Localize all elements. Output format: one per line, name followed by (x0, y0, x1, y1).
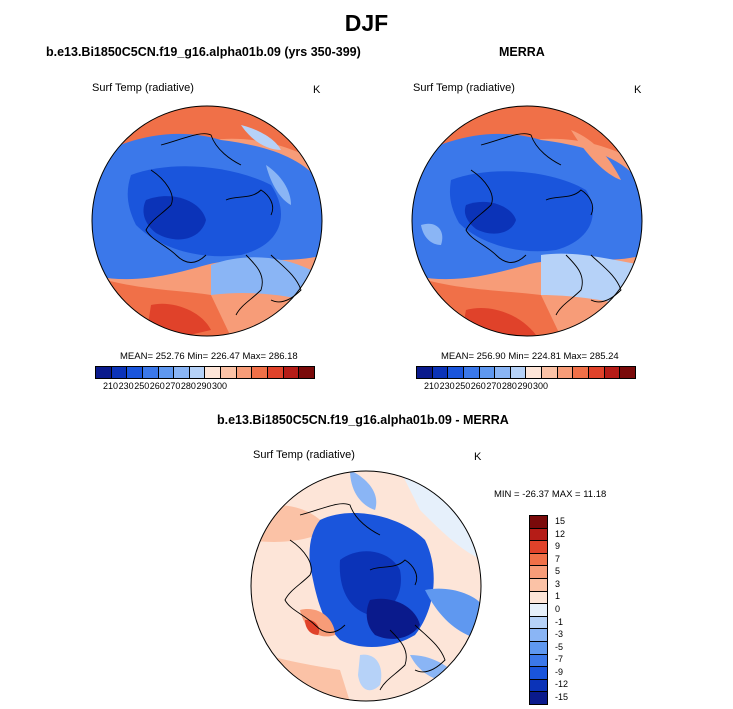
diff-colorbar (529, 515, 548, 705)
model-variable-label: Surf Temp (radiative) (92, 82, 194, 94)
colorbar-swatch (530, 553, 547, 567)
colorbar-swatch (463, 367, 480, 378)
colorbar-swatch (252, 367, 269, 378)
colorbar-swatch (142, 367, 159, 378)
colorbar-swatch (530, 629, 547, 642)
colorbar-swatch (268, 367, 284, 378)
colorbar-tick-label: 230 (118, 381, 134, 391)
colorbar-swatch (530, 566, 547, 579)
diff-colorbar-ticks: 15 12 9 7 5 3 1 0 -1 -3 -5 -7 -9 -12 -15 (555, 515, 585, 705)
colorbar-swatch (557, 367, 574, 378)
colorbar-tick-label: 3 (555, 578, 561, 589)
colorbar-tick-label: 250 (455, 381, 471, 391)
colorbar-tick-label: 15 (555, 516, 566, 527)
diff-polar-map (250, 470, 482, 702)
colorbar-tick-label: -9 (555, 666, 564, 677)
model-stats: MEAN= 252.76 Min= 226.47 Max= 286.18 (120, 351, 298, 362)
colorbar-tick-label: 270 (486, 381, 502, 391)
obs-panel-title: MERRA (499, 45, 545, 59)
diff-stats: MIN = -26.37 MAX = 11.18 (494, 489, 607, 500)
colorbar-swatch (432, 367, 449, 378)
colorbar-tick-label: 0 (555, 604, 561, 614)
colorbar-swatch (530, 604, 547, 617)
colorbar-tick-label: 210 (103, 381, 119, 391)
diff-variable-label: Surf Temp (radiative) (253, 449, 355, 461)
colorbar-swatch (620, 367, 635, 378)
colorbar-tick-label: -12 (555, 679, 569, 690)
diff-panel-title: b.e13.Bi1850C5CN.f19_g16.alpha01b.09 - M… (217, 413, 509, 427)
colorbar-swatch (530, 692, 547, 704)
colorbar-tick-label: 300 (533, 381, 549, 391)
colorbar-tick-label: 260 (470, 381, 486, 391)
colorbar-swatch (530, 616, 547, 630)
colorbar-tick-label: 290 (196, 381, 212, 391)
obs-colorbar-ticks: 210 230 250 260 270 280 290 300 (416, 381, 636, 393)
colorbar-swatch (530, 516, 547, 529)
colorbar-swatch (530, 578, 547, 592)
colorbar-swatch (189, 367, 206, 378)
obs-units-label: K (634, 84, 642, 96)
colorbar-tick-label: 260 (149, 381, 165, 391)
colorbar-swatch (205, 367, 222, 378)
colorbar-tick-label: 5 (555, 566, 561, 577)
colorbar-tick-label: -1 (555, 616, 564, 627)
colorbar-swatch (530, 654, 547, 668)
colorbar-swatch (530, 591, 547, 605)
colorbar-swatch (530, 679, 547, 693)
obs-variable-label: Surf Temp (radiative) (413, 82, 515, 94)
colorbar-swatch (111, 367, 128, 378)
colorbar-swatch (158, 367, 175, 378)
model-colorbar-ticks: 210 230 250 260 270 280 290 300 (95, 381, 315, 393)
obs-colorbar (416, 366, 636, 379)
colorbar-swatch (530, 667, 547, 680)
colorbar-tick-label: -5 (555, 641, 564, 652)
colorbar-tick-label: 250 (134, 381, 150, 391)
model-colorbar (95, 366, 315, 379)
figure-title: DJF (344, 10, 389, 36)
colorbar-swatch (542, 367, 558, 378)
colorbar-swatch (96, 367, 112, 378)
colorbar-swatch (526, 367, 543, 378)
colorbar-tick-label: 280 (180, 381, 196, 391)
colorbar-swatch (127, 367, 143, 378)
colorbar-tick-label: 300 (212, 381, 228, 391)
obs-polar-map (411, 105, 643, 337)
colorbar-tick-label: 270 (165, 381, 181, 391)
colorbar-swatch (448, 367, 464, 378)
colorbar-swatch (283, 367, 300, 378)
colorbar-swatch (604, 367, 621, 378)
colorbar-swatch (479, 367, 496, 378)
model-panel-title: b.e13.Bi1850C5CN.f19_g16.alpha01b.09 (yr… (46, 45, 361, 59)
colorbar-tick-label: -7 (555, 654, 564, 665)
diff-units-label: K (474, 451, 482, 463)
colorbar-tick-label: 230 (439, 381, 455, 391)
colorbar-swatch (589, 367, 605, 378)
colorbar-tick-label: 280 (501, 381, 517, 391)
colorbar-swatch (530, 641, 547, 655)
colorbar-tick-label: 9 (555, 541, 561, 552)
colorbar-tick-label: 12 (555, 528, 566, 539)
colorbar-swatch (221, 367, 237, 378)
obs-stats: MEAN= 256.90 Min= 224.81 Max= 285.24 (441, 351, 619, 362)
colorbar-swatch (573, 367, 590, 378)
colorbar-tick-label: 290 (517, 381, 533, 391)
colorbar-swatch (174, 367, 190, 378)
colorbar-swatch (530, 528, 547, 542)
colorbar-swatch (299, 367, 314, 378)
colorbar-tick-label: 210 (424, 381, 440, 391)
colorbar-swatch (417, 367, 433, 378)
model-units-label: K (313, 84, 321, 96)
colorbar-swatch (495, 367, 511, 378)
colorbar-swatch (236, 367, 253, 378)
model-polar-map (91, 105, 323, 337)
colorbar-swatch (510, 367, 527, 378)
colorbar-tick-label: -15 (555, 691, 569, 702)
colorbar-tick-label: 7 (555, 553, 561, 564)
colorbar-tick-label: 1 (555, 591, 561, 602)
colorbar-swatch (530, 541, 547, 554)
colorbar-tick-label: -3 (555, 629, 564, 640)
